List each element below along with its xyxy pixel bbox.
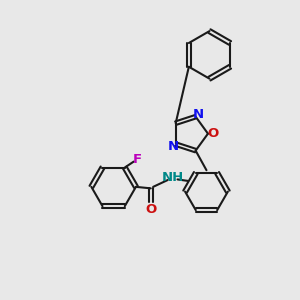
Text: F: F <box>133 153 142 166</box>
Text: O: O <box>145 202 156 216</box>
Text: N: N <box>193 108 204 121</box>
Text: O: O <box>208 127 219 140</box>
Text: N: N <box>168 140 179 153</box>
Text: NH: NH <box>162 171 184 184</box>
